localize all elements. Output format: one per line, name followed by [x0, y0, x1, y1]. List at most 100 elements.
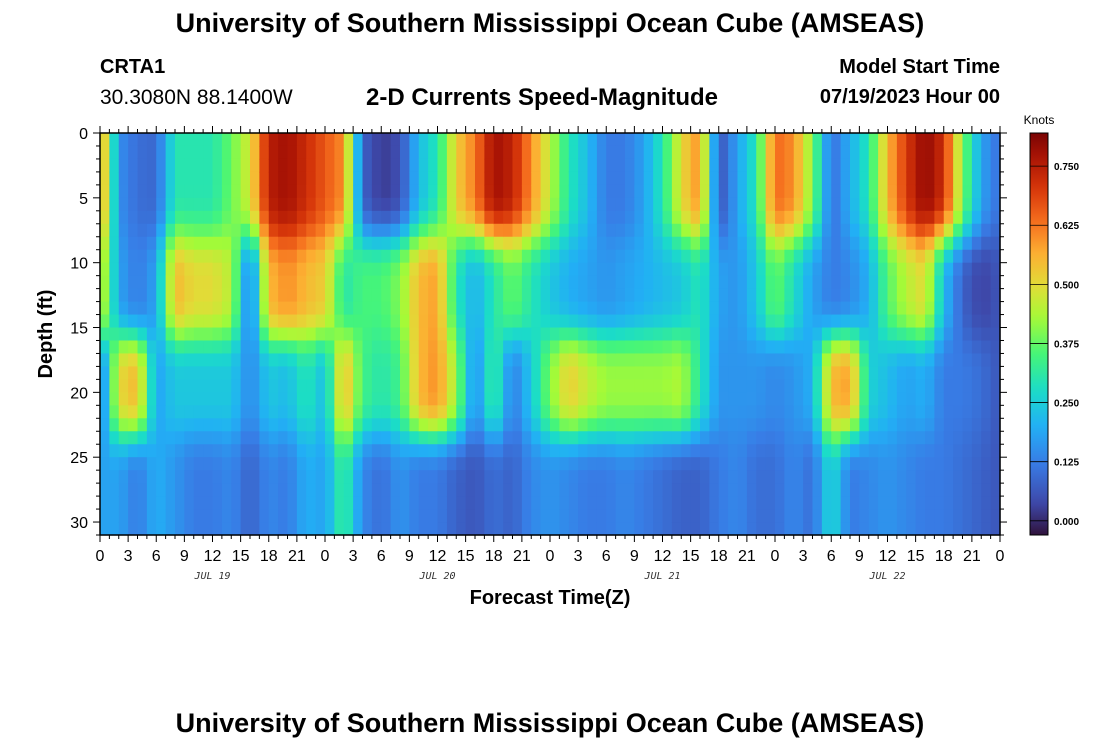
heatmap-cell [756, 522, 767, 536]
heatmap-cell [362, 158, 373, 173]
heatmap-cell [718, 405, 729, 419]
heatmap-cell [193, 262, 204, 277]
heatmap-cell [662, 405, 673, 419]
heatmap-cell [493, 145, 504, 160]
heatmap-cell [306, 275, 317, 290]
x-tick-label: 12 [429, 548, 447, 565]
heatmap-cell [793, 392, 804, 406]
heatmap-cell [859, 444, 870, 458]
heatmap-cell [559, 327, 570, 342]
heatmap-cell [681, 262, 692, 277]
heatmap-cell [306, 236, 317, 251]
heatmap-cell [550, 288, 560, 303]
heatmap-cell [137, 158, 148, 173]
heatmap-cell [718, 197, 729, 212]
heatmap-cell [128, 340, 139, 355]
heatmap-cell [446, 145, 457, 160]
heatmap-cell [859, 133, 870, 147]
heatmap-cell [512, 262, 523, 277]
heatmap-cell [803, 314, 814, 329]
heatmap-cell [325, 288, 335, 303]
heatmap-cell [146, 444, 157, 458]
heatmap-cell [268, 145, 279, 160]
heatmap-cell [184, 457, 195, 471]
heatmap-cell [531, 483, 542, 497]
heatmap-cell [475, 405, 485, 419]
heatmap-cell [325, 158, 335, 173]
heatmap-cell [100, 314, 110, 329]
heatmap-cell [878, 236, 889, 251]
heatmap-cell [653, 171, 664, 186]
heatmap-cell [193, 301, 204, 316]
heatmap-cell [578, 197, 589, 212]
heatmap-cell [812, 288, 823, 303]
heatmap-cell [146, 133, 157, 147]
heatmap-cell [812, 509, 823, 523]
heatmap-cell [165, 522, 176, 536]
heatmap-cell [868, 405, 879, 419]
heatmap-cell [193, 184, 204, 199]
heatmap-cell [278, 223, 289, 238]
heatmap-cell [315, 223, 326, 238]
heatmap-cell [662, 210, 673, 225]
heatmap-cell [746, 379, 757, 393]
heatmap-cell [887, 379, 898, 393]
heatmap-cell [278, 522, 289, 536]
heatmap-cell [587, 444, 598, 458]
heatmap-cell [943, 133, 954, 147]
heatmap-cell [784, 275, 795, 290]
heatmap-cell [587, 509, 598, 523]
heatmap-cell [728, 392, 739, 406]
heatmap-cell [671, 366, 682, 380]
heatmap-cell [643, 353, 654, 368]
heatmap-cell [193, 171, 204, 186]
heatmap-cell [906, 314, 917, 329]
heatmap-cell [128, 262, 139, 277]
heatmap-cell [400, 197, 410, 212]
heatmap-cell [540, 262, 551, 277]
heatmap-cell [915, 249, 926, 264]
heatmap-cell [840, 223, 851, 238]
heatmap-cell [934, 301, 945, 316]
heatmap-cell [400, 366, 410, 380]
heatmap-cell [231, 236, 242, 251]
heatmap-cell [559, 509, 570, 523]
heatmap-cell [700, 184, 710, 199]
heatmap-cell [137, 145, 148, 160]
heatmap-cell [568, 483, 579, 497]
heatmap-chart: 0 3 6 9 12 15 18 21 0 3 6 9 12 15 18 21 0 3 6 9 12 15 18 21 0 3 6 9… [35, 113, 1079, 609]
heatmap-cell [446, 262, 457, 277]
heatmap-cell [775, 457, 785, 471]
heatmap-cell [137, 405, 148, 419]
heatmap-cell [784, 418, 795, 432]
heatmap-cell [634, 184, 645, 199]
heatmap-cell [381, 483, 392, 497]
heatmap-cell [531, 223, 542, 238]
heatmap-cell [840, 340, 851, 355]
heatmap-cell [756, 509, 767, 523]
heatmap-cell [568, 301, 579, 316]
heatmap-cell [296, 457, 307, 471]
heatmap-cell [493, 418, 504, 432]
heatmap-cell [268, 444, 279, 458]
heatmap-cell [718, 457, 729, 471]
heatmap-cell [100, 405, 110, 419]
heatmap-cell [268, 405, 279, 419]
heatmap-cell [343, 223, 354, 238]
heatmap-cell [971, 210, 982, 225]
heatmap-cell [371, 470, 382, 484]
heatmap-cell [353, 392, 364, 406]
heatmap-cell [587, 184, 598, 199]
heatmap-cell [690, 327, 701, 342]
heatmap-cell [146, 431, 157, 445]
heatmap-cell [737, 145, 748, 160]
heatmap-cell [746, 366, 757, 380]
heatmap-cell [606, 353, 617, 368]
heatmap-cell [709, 457, 720, 471]
heatmap-cell [381, 327, 392, 342]
heatmap-cell [756, 431, 767, 445]
heatmap-cell [315, 379, 326, 393]
heatmap-cell [456, 158, 467, 173]
heatmap-cell [512, 249, 523, 264]
heatmap-cell [371, 314, 382, 329]
